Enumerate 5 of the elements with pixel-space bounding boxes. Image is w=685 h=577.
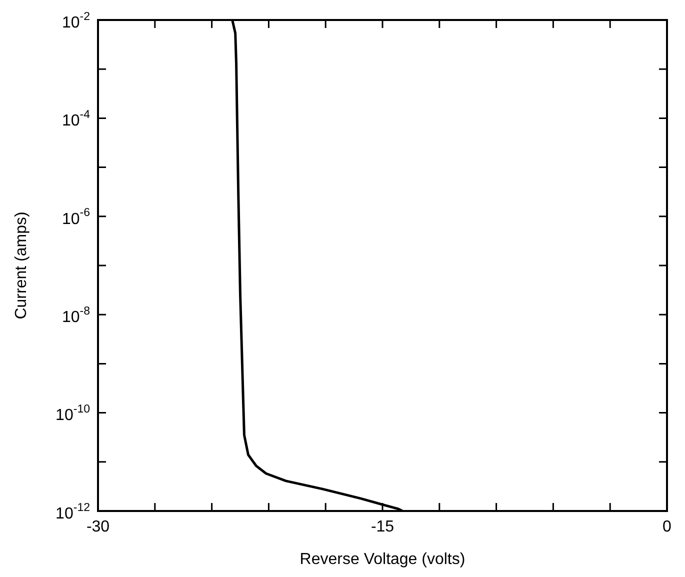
x-tick-label: -30 bbox=[86, 518, 110, 536]
x-tick-label: 0 bbox=[662, 518, 672, 536]
y-axis-title: Current (amps) bbox=[13, 212, 30, 320]
x-tick-label: -15 bbox=[370, 518, 394, 536]
x-axis-title: Reverse Voltage (volts) bbox=[300, 550, 466, 568]
